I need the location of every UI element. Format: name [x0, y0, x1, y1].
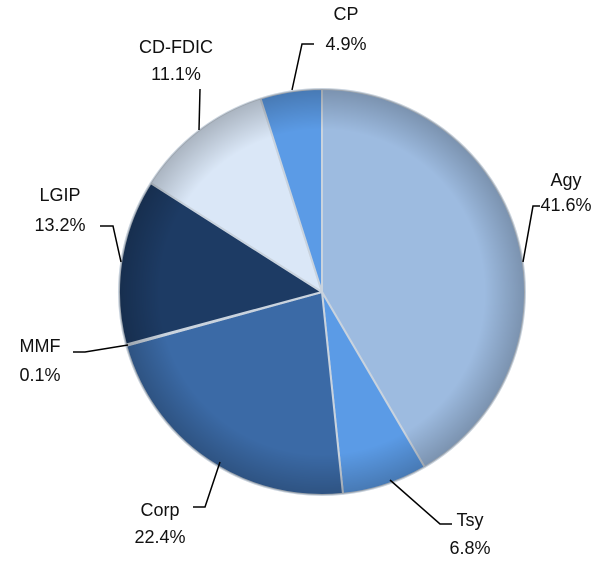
slice-label: CD-FDIC	[139, 37, 213, 57]
leader-line	[198, 88, 201, 131]
leader-line	[522, 205, 540, 263]
leader-line	[100, 225, 122, 263]
slice-label: MMF	[20, 336, 61, 356]
slice-value-label: 41.6%	[540, 195, 591, 215]
leader-line	[73, 344, 129, 353]
slice-label: Tsy	[457, 510, 484, 530]
slice-label: LGIP	[39, 185, 80, 205]
leader-line	[291, 43, 314, 91]
slice-value-label: 4.9%	[325, 34, 366, 54]
slice-value-label: 11.1%	[151, 64, 201, 84]
slice-value-label: 22.4%	[134, 527, 185, 547]
leader-line	[389, 479, 452, 525]
slice-value-label: 13.2%	[34, 215, 85, 235]
slice-label: Corp	[140, 500, 179, 520]
slice-label: Agy	[550, 170, 581, 190]
slice-value-label: 6.8%	[449, 538, 490, 558]
leader-line	[193, 461, 221, 508]
slice-label: CP	[333, 4, 358, 24]
slice-value-label: 0.1%	[19, 365, 60, 385]
